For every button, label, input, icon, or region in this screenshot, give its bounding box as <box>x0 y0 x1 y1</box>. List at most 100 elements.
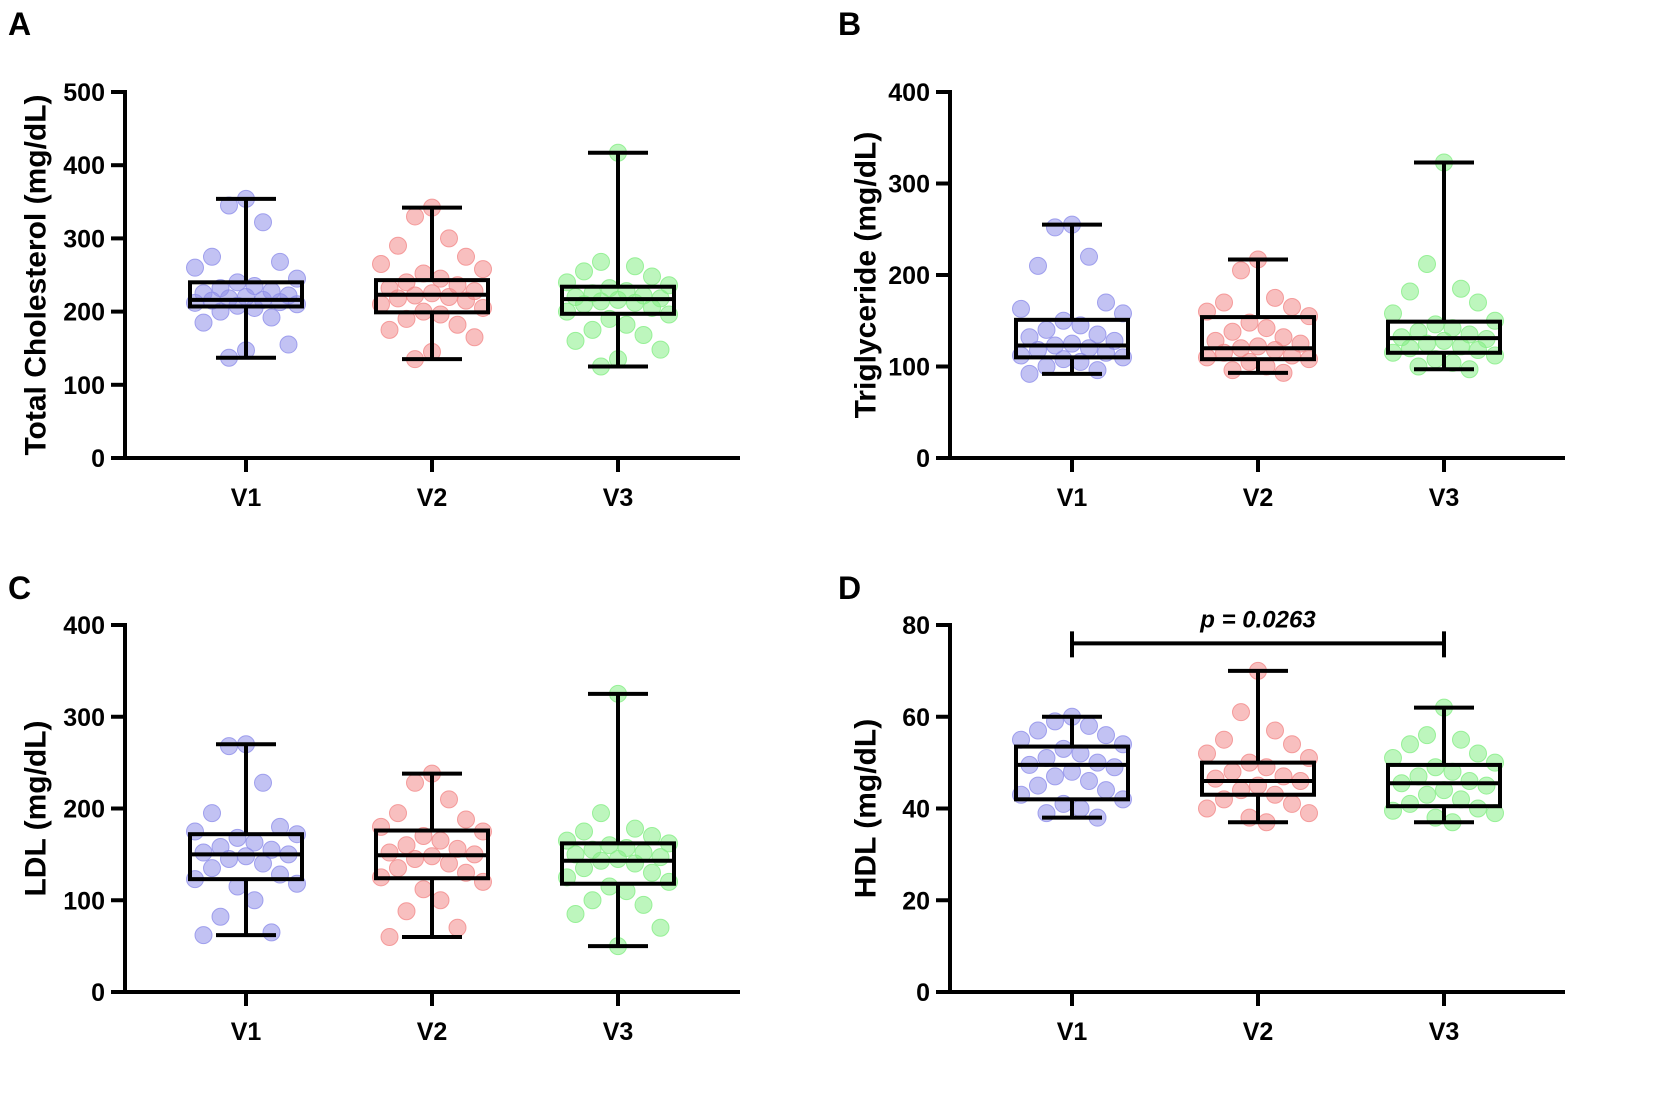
panel-c-v2-point <box>431 891 450 910</box>
panel-d-v1-point <box>1054 739 1073 758</box>
panel-d-v2-point <box>1215 730 1233 749</box>
panel-a-v1-box <box>188 280 304 309</box>
panel-b-y-axis-title: Triglyceride (mg/dL) <box>850 132 883 419</box>
panel-c-v1-box <box>188 832 304 882</box>
panel-a-v3-point <box>643 267 661 286</box>
panel-a-v2-point <box>457 247 475 266</box>
panel-a-v2-point <box>406 207 424 226</box>
panel-b-v2-point <box>1223 322 1242 341</box>
panel-a-v3-point <box>626 257 644 276</box>
panel-c-v3-point <box>600 877 619 896</box>
panel-c-v1-point <box>262 923 281 942</box>
panel-d-v3-point <box>1418 726 1436 745</box>
panel-d-v1-box <box>1014 744 1130 802</box>
panel-d-v2-box <box>1200 760 1316 797</box>
panel-b-v1-point <box>1088 325 1107 344</box>
panel-b-letter: B <box>838 6 861 42</box>
panel-b-v2-box <box>1200 315 1316 362</box>
panel-c-v1-point <box>211 907 230 926</box>
panel-c-v3-point <box>592 804 610 823</box>
panel-c-v2-point <box>380 927 399 946</box>
panel-a-v2-point <box>465 328 484 347</box>
panel-d-v1-point <box>1097 726 1115 745</box>
panel-d-v3-point <box>1477 776 1496 795</box>
panel-c-v3-point <box>583 891 602 910</box>
panel-d-v1-point <box>1046 767 1064 786</box>
panel-c-v2-point <box>448 918 467 937</box>
panel-b-v3-point <box>1435 331 1453 350</box>
panel-c-v1-point <box>254 854 272 873</box>
panel-d-v3-point <box>1401 735 1419 754</box>
panel-c-v2-point <box>448 839 467 858</box>
panel-c-v1-point <box>203 804 221 823</box>
panel-d-v1-point <box>1029 776 1047 795</box>
panel-a-x-tick-label: V3 <box>603 484 634 512</box>
panel-b-v2-point <box>1274 328 1293 347</box>
panel-c-v3-point <box>634 895 653 914</box>
panel-d-v2-point <box>1198 744 1216 763</box>
panel-b-x-tick-label: V3 <box>1429 484 1460 512</box>
panel-b-v1-point <box>1097 293 1115 312</box>
panel-c-v3-box <box>560 841 676 886</box>
panel-c-v2-point <box>380 843 399 862</box>
panel-a-v2-point <box>380 320 399 339</box>
panel-c-y-tick-label: 400 <box>63 612 105 640</box>
panel-b-v3-point <box>1469 341 1487 360</box>
panel-b-v2-point <box>1223 361 1242 380</box>
panel-c-x-tick-label: V3 <box>603 1018 634 1046</box>
panel-a-y-tick-label: 100 <box>63 372 105 400</box>
panel-c-v2-point <box>389 804 407 823</box>
panel-b-y-tick-label: 300 <box>888 171 930 199</box>
panel-c-x-tick-label: V1 <box>231 1018 262 1046</box>
panel-b-v1-point <box>1080 247 1098 266</box>
panel-b-v1-point <box>1020 364 1039 383</box>
panel-b-v1-point <box>1029 256 1047 275</box>
panel-b-x-tick-label: V2 <box>1243 484 1274 512</box>
panel-c-x-tick-label: V2 <box>417 1018 448 1046</box>
panel-d-v3-box <box>1386 762 1502 809</box>
panel-a-v3-point <box>651 340 670 359</box>
panel-a-v3-point <box>592 292 610 311</box>
panel-d-v3-point <box>1469 799 1487 818</box>
panel-c-v3-point <box>566 845 585 864</box>
panel-b-v2-point <box>1257 319 1276 338</box>
panel-c-v2-point <box>457 810 475 829</box>
panel-c-y-tick-label: 100 <box>63 887 105 915</box>
panel-a-y-tick-label: 300 <box>63 225 105 253</box>
panel-a-v2-point <box>448 315 467 334</box>
panel-b-v1-point <box>1046 218 1064 237</box>
panel-c-v1-point <box>228 828 247 847</box>
panel-d-x-tick-label: V2 <box>1243 1018 1274 1046</box>
panel-a-x-tick-label: V2 <box>417 484 448 512</box>
panel-b-y-tick-label: 200 <box>888 262 930 290</box>
panel-b-v1-box <box>1014 317 1130 360</box>
panel-a-v1-point <box>254 213 272 232</box>
panel-a-v3-point <box>583 320 602 339</box>
panel-c-y-tick-label: 300 <box>63 704 105 732</box>
panel-c-v1-point <box>194 926 213 945</box>
panel-a-letter: A <box>8 6 31 42</box>
panel-d-v3-point <box>1418 785 1436 804</box>
panel-a-v3-point <box>566 331 585 350</box>
panel-d-v3-point <box>1401 794 1419 813</box>
panel-a-v3-point <box>626 293 644 312</box>
panel-d-x-tick-label: V1 <box>1057 1018 1088 1046</box>
panel-b-v2-point <box>1232 261 1250 280</box>
panel-a-v2-point <box>389 289 407 308</box>
panel-b-y-tick-label: 0 <box>916 445 930 473</box>
panel-b-v1-point <box>1114 304 1132 323</box>
panel-b-v3-point <box>1426 315 1445 334</box>
panel-a-y-tick-label: 0 <box>91 445 105 473</box>
panel-a-y-tick-label: 400 <box>63 152 105 180</box>
panel-b-v3-point <box>1418 255 1436 274</box>
panel-d-y-axis-title: HDL (mg/dL) <box>850 719 883 898</box>
panel-a-v2-point <box>440 229 458 248</box>
panel-d-v3-point <box>1452 730 1470 749</box>
panel-c-v1-point <box>203 859 221 878</box>
panel-c-v1-point <box>254 773 272 792</box>
panel-a-v3-point <box>617 315 636 334</box>
panel-b-v1-point <box>1088 361 1107 380</box>
panel-b-v2-point <box>1240 352 1259 371</box>
panel-d-v2-point <box>1300 804 1318 823</box>
panel-c-y-axis-title: LDL (mg/dL) <box>20 720 53 896</box>
